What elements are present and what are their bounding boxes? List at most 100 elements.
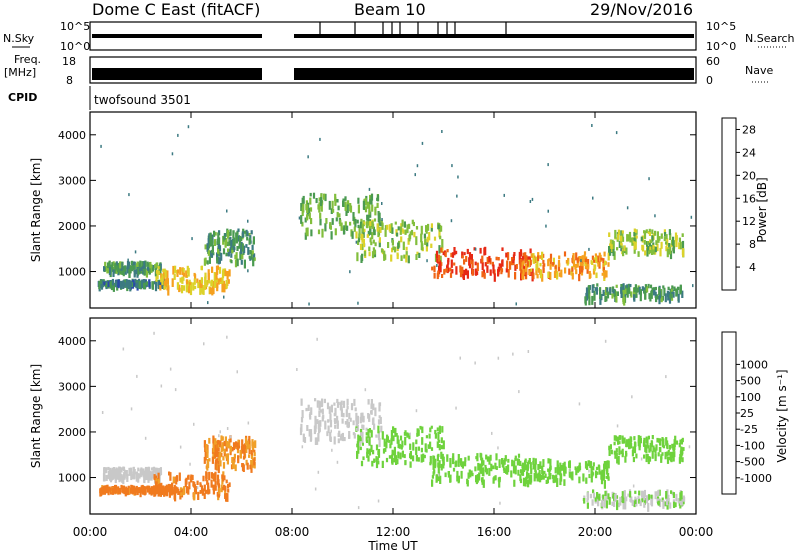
echo-cell — [171, 152, 174, 156]
echo-cell — [633, 237, 636, 242]
echo-cell — [532, 457, 535, 464]
echo-cell — [617, 233, 620, 240]
echo-cell — [168, 491, 171, 498]
echo-cell — [125, 486, 128, 495]
echo-cell — [513, 479, 516, 487]
echo-cell — [528, 460, 531, 464]
echo-cell — [519, 262, 522, 271]
echo-cell — [120, 262, 123, 271]
echo-cell — [365, 436, 368, 442]
echo-cell — [436, 264, 438, 267]
echo-cell — [131, 485, 134, 491]
echo-cell — [572, 259, 576, 268]
cpid-program: twofsound 3501 — [94, 93, 191, 107]
echo-cell — [339, 402, 342, 411]
echo-cell — [208, 233, 211, 239]
echo-cell — [381, 431, 384, 440]
echo-cell — [368, 448, 372, 456]
echo-cell — [219, 460, 222, 467]
echo-cell — [556, 271, 559, 280]
echo-cell — [623, 245, 626, 252]
echo-cell — [245, 459, 248, 466]
echo-cell — [520, 272, 523, 281]
echo-cell — [397, 451, 400, 459]
echo-cell — [329, 431, 332, 441]
echo-cell — [398, 443, 401, 449]
echo-cell — [373, 423, 376, 430]
echo-cell — [247, 247, 250, 255]
echo-cell — [583, 254, 586, 263]
echo-cell — [377, 211, 380, 216]
echo-cell — [462, 273, 465, 279]
echo-cell — [668, 457, 671, 461]
echo-cell — [558, 263, 561, 267]
echo-cell — [440, 437, 443, 444]
echo-cell — [537, 464, 540, 470]
echo-cell — [654, 491, 657, 500]
echo-cell — [654, 214, 656, 218]
echo-cell — [606, 287, 609, 293]
echo-cell — [254, 440, 257, 449]
echo-cell — [439, 265, 442, 273]
echo-cell — [341, 418, 344, 424]
echo-cell — [315, 198, 318, 204]
echo-cell — [553, 271, 557, 278]
echo-cell — [106, 268, 109, 274]
echo-cell — [449, 474, 452, 483]
echo-cell — [127, 265, 130, 274]
echo-cell — [663, 287, 666, 296]
echo-cell — [186, 265, 189, 274]
echo-cell — [450, 219, 453, 223]
echo-cell — [167, 287, 170, 296]
echo-cell — [637, 435, 640, 444]
echo-cell — [358, 226, 361, 235]
echo-cell — [369, 199, 372, 205]
echo-cell — [583, 495, 586, 500]
echo-cell — [212, 487, 215, 495]
echo-cell — [438, 439, 441, 443]
echo-cell — [634, 229, 638, 233]
echo-cell — [560, 269, 563, 278]
echo-cell — [357, 236, 361, 243]
echo-cell — [462, 269, 465, 274]
echo-cell — [530, 268, 533, 272]
echo-cell — [207, 486, 210, 495]
colorbar-tick-label: 28 — [742, 123, 756, 136]
echo-cell — [427, 223, 430, 231]
echo-cell — [241, 463, 245, 471]
colorbar-tick-label: -25 — [740, 423, 758, 436]
echo-cell — [520, 269, 523, 274]
echo-cell — [356, 219, 359, 224]
echo-cell — [503, 469, 506, 473]
echo-cell — [123, 279, 126, 283]
echo-cell — [157, 266, 160, 270]
echo-cell — [326, 431, 329, 437]
echo-cell — [657, 489, 660, 496]
echo-cell — [463, 259, 466, 265]
echo-cell — [134, 487, 137, 496]
echo-cell — [604, 339, 607, 343]
echo-cell — [616, 500, 619, 504]
echo-cell — [120, 474, 123, 480]
echo-cell — [232, 442, 236, 451]
echo-cell — [672, 236, 675, 246]
echo-cell — [129, 467, 133, 473]
echo-cell — [422, 453, 425, 462]
echo-cell — [167, 285, 170, 290]
echo-cell — [481, 477, 484, 483]
echo-cell — [319, 420, 322, 427]
echo-cell — [211, 266, 214, 273]
echo-cell — [546, 476, 549, 484]
echo-cell — [645, 495, 649, 504]
echo-cell — [185, 270, 188, 278]
echo-cell — [501, 259, 504, 267]
echo-cell — [366, 201, 369, 209]
x-tick-label: 04:00 — [174, 525, 209, 539]
echo-cell — [321, 228, 324, 238]
echo-cell — [571, 267, 574, 272]
echo-cell — [296, 368, 298, 371]
echo-cell — [391, 227, 394, 234]
echo-cell — [597, 255, 600, 264]
echo-cell — [230, 260, 233, 264]
echo-cell — [547, 209, 549, 213]
